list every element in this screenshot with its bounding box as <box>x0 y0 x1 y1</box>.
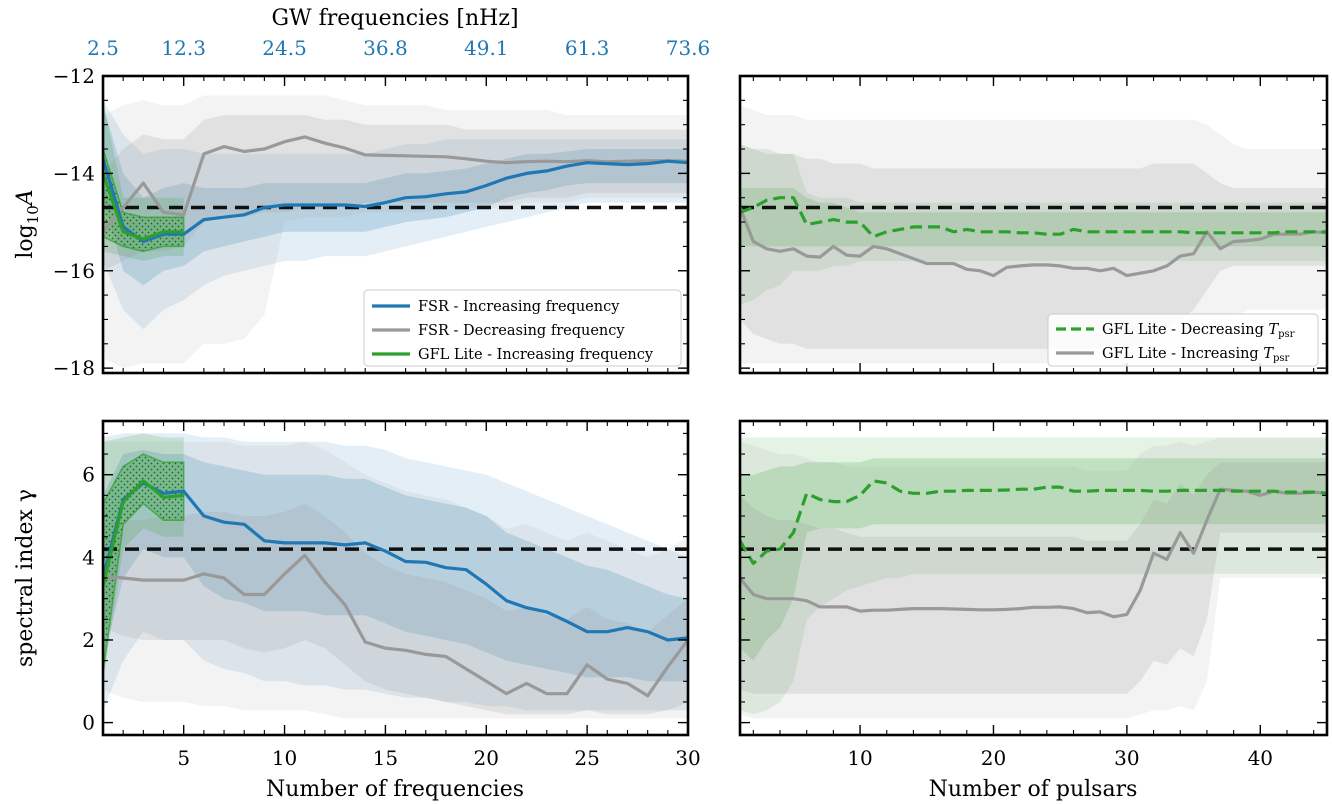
legend-right: GFL Lite - Decreasing Tpsr GFL Lite - Inc… <box>1047 313 1319 367</box>
credible-band <box>103 100 688 330</box>
y-tick-label: 2 <box>82 628 95 652</box>
panel-top-left: −18 −16 −14 −12 <box>53 64 690 380</box>
top-tick-label: 36.8 <box>363 36 408 60</box>
series-line <box>103 172 184 241</box>
legend-entry: FSR - Increasing frequency <box>372 299 620 315</box>
legend-entry: GFL Lite - Decreasing Tpsr <box>1056 322 1295 340</box>
legend-label: FSR - Increasing frequency <box>418 299 620 315</box>
credible-band <box>103 105 688 286</box>
y-tick-label: −18 <box>53 356 95 380</box>
series-line <box>740 479 1327 566</box>
y-tick-label: 6 <box>82 463 95 487</box>
top-tick-label: 2.5 <box>87 36 119 60</box>
y-tick-label: −12 <box>53 64 95 88</box>
y-axis-title-bottom: spectral index γ <box>13 489 38 667</box>
x-tick-label: 20 <box>474 746 499 770</box>
top-tick-label: 12.3 <box>161 36 206 60</box>
series-line <box>740 206 1327 278</box>
series-line <box>103 158 688 244</box>
plot-area <box>103 433 688 719</box>
series-line <box>103 479 184 587</box>
legend-entry: FSR - Decreasing frequency <box>372 323 625 339</box>
y-tick-label: 0 <box>82 711 95 735</box>
top-tick-label: 49.1 <box>464 36 509 60</box>
plot-area <box>103 95 688 369</box>
top-axis-title: GW frequencies [nHz] <box>271 6 518 31</box>
x-tick-label: 10 <box>847 746 872 770</box>
panel-bottom-right: 10 20 30 40 <box>738 419 1329 770</box>
y-tick-label: 4 <box>82 545 95 569</box>
plot-area <box>740 437 1327 719</box>
credible-band <box>740 458 1327 661</box>
legend-entry: GFL Lite - Increasing frequency <box>372 347 654 363</box>
axes-frame <box>101 74 690 375</box>
top-tick-label: 61.3 <box>565 36 610 60</box>
top-tick-label: 73.6 <box>666 36 711 60</box>
series-line <box>103 135 688 233</box>
legend-left: FSR - Increasing frequency FSR - Decreasi… <box>363 289 682 367</box>
y-axis-title-top: log10A <box>13 189 42 258</box>
x-tick-label: 10 <box>272 746 297 770</box>
legend-label: FSR - Decreasing frequency <box>418 323 625 339</box>
top-tick-label: 24.5 <box>262 36 307 60</box>
credible-band <box>740 437 1327 719</box>
credible-band <box>103 433 688 711</box>
series-line <box>103 481 688 642</box>
credible-band <box>103 441 688 719</box>
x-tick-label: 30 <box>1114 746 1139 770</box>
series-line <box>740 196 1327 239</box>
x-tick-label: 15 <box>373 746 398 770</box>
axes-frame <box>738 74 1329 375</box>
credible-band <box>103 115 688 271</box>
x-tick-label: 25 <box>574 746 599 770</box>
x-axis-title-left: Number of frequencies <box>266 777 524 802</box>
x-tick-label: 40 <box>1248 746 1273 770</box>
y-tick-label: −14 <box>53 161 95 185</box>
hatched-band <box>103 453 185 674</box>
credible-band <box>740 144 1327 349</box>
x-tick-label: 30 <box>675 746 700 770</box>
plot-area <box>740 105 1327 364</box>
x-axis-title-right: Number of pulsars <box>929 777 1138 802</box>
series-line <box>103 553 688 698</box>
series-line <box>740 487 1327 619</box>
credible-band <box>103 503 688 715</box>
credible-band <box>103 95 688 369</box>
legend-entry: GFL Lite - Increasing Tpsr <box>1056 346 1290 364</box>
credible-band <box>740 105 1327 364</box>
legend-label: GFL Lite - Increasing Tpsr <box>1102 346 1290 364</box>
y-tick-label: −16 <box>53 259 95 283</box>
legend-label: GFL Lite - Decreasing Tpsr <box>1102 322 1295 340</box>
gw-frequency-axis: 2.5 12.3 24.5 36.8 49.1 61.3 73.6 <box>87 36 710 86</box>
x-tick-label: 20 <box>981 746 1006 770</box>
credible-band <box>740 144 1327 305</box>
legend-label: GFL Lite - Increasing frequency <box>418 347 654 363</box>
credible-band <box>103 449 688 682</box>
credible-band <box>740 462 1327 694</box>
x-tick-label: 5 <box>177 746 190 770</box>
panel-bottom-left: 0 2 4 6 5 10 15 20 25 30 <box>82 419 701 770</box>
panel-top-right <box>738 74 1329 375</box>
credible-band <box>740 437 1327 715</box>
